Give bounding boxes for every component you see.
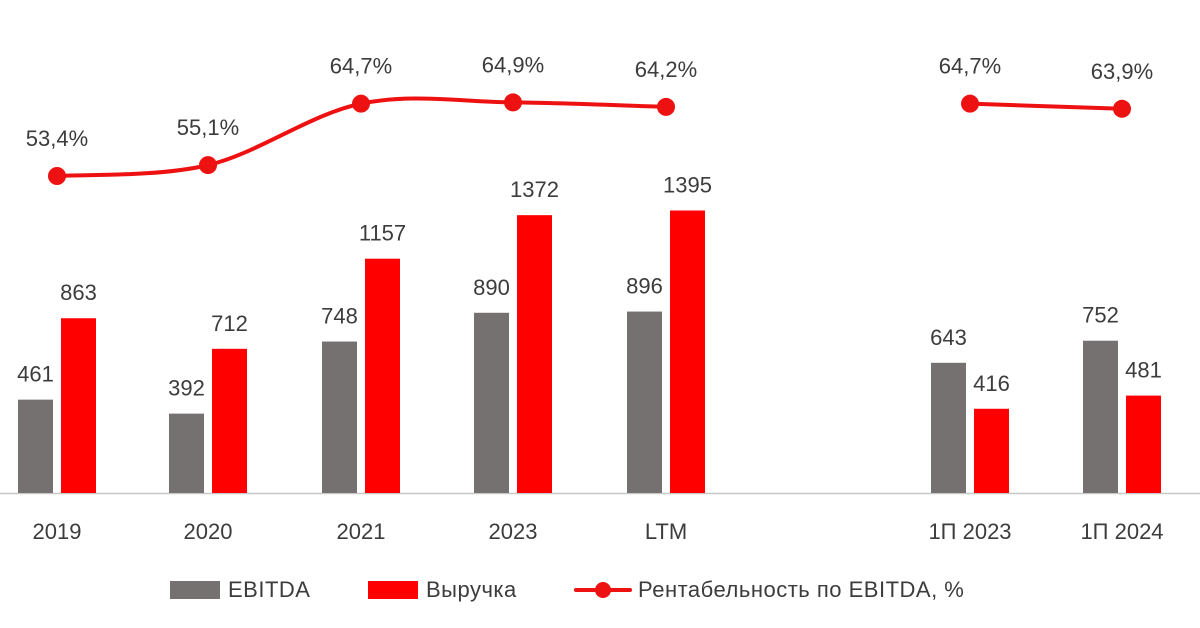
- data-label-ebitda-4: 896: [626, 274, 663, 299]
- bar-ebitda-4: [627, 311, 662, 493]
- x-tick-label-4: LTM: [645, 519, 687, 544]
- bar-ebitda-1: [169, 413, 204, 493]
- x-tick-label-2: 2021: [337, 519, 386, 544]
- data-label-ebitda-2: 748: [321, 304, 358, 329]
- data-label-margin-4: 64,2%: [635, 57, 697, 82]
- data-label-ebitda-1: 392: [168, 376, 205, 401]
- data-label-revenue-1: 712: [211, 311, 248, 336]
- x-tick-label-1: 2020: [184, 519, 233, 544]
- data-label-margin-3: 64,9%: [482, 52, 544, 77]
- margin-point-3: [504, 93, 522, 112]
- bar-revenue-4: [670, 210, 705, 493]
- data-label-revenue-5: 416: [973, 371, 1010, 396]
- legend-swatch-revenue: [368, 581, 418, 599]
- data-label-margin-0: 53,4%: [26, 126, 88, 151]
- legend-label-ebitda: EBITDA: [228, 577, 311, 602]
- bar-revenue-0: [61, 318, 96, 493]
- data-label-ebitda-3: 890: [473, 275, 510, 300]
- data-label-margin-1: 55,1%: [177, 115, 239, 140]
- margin-line-segment-1: [968, 101, 1124, 111]
- legend-item-margin: Рентабельность по EBITDA, %: [574, 574, 964, 606]
- legend-item-ebitda: EBITDA: [170, 574, 310, 606]
- x-tick-label-3: 2023: [489, 519, 538, 544]
- data-label-margin-5: 64,7%: [939, 54, 1001, 79]
- bar-revenue-6: [1126, 395, 1161, 493]
- data-label-revenue-2: 1157: [359, 221, 406, 246]
- data-label-revenue-3: 1372: [510, 177, 559, 202]
- x-tick-label-6: 1П 2024: [1080, 519, 1163, 544]
- legend-item-revenue: Выручка: [368, 574, 517, 606]
- bar-ebitda-3: [474, 312, 509, 493]
- bar-revenue-1: [212, 348, 247, 493]
- legend-swatch-ebitda: [170, 581, 220, 599]
- legend-swatch-margin: [574, 581, 632, 599]
- legend-label-margin: Рентабельность по EBITDA, %: [638, 577, 965, 602]
- data-label-margin-6: 63,9%: [1091, 59, 1153, 84]
- data-label-revenue-6: 481: [1125, 358, 1162, 383]
- x-tick-label-0: 2019: [33, 519, 82, 544]
- bar-ebitda-2: [322, 341, 357, 493]
- bar-revenue-5: [974, 408, 1009, 493]
- bar-ebitda-6: [1083, 340, 1118, 493]
- data-label-revenue-4: 1395: [663, 173, 712, 198]
- bar-revenue-3: [517, 215, 552, 494]
- bar-revenue-2: [365, 258, 400, 493]
- margin-point-0: [48, 167, 66, 185]
- legend-label-revenue: Выручка: [426, 577, 517, 602]
- data-label-ebitda-6: 752: [1082, 303, 1119, 328]
- margin-point-2: [352, 94, 370, 113]
- margin-point-4: [657, 97, 675, 116]
- margin-point-6: [1113, 99, 1131, 118]
- x-tick-label-5: 1П 2023: [928, 519, 1011, 544]
- legend: EBITDA Выручка Рентабельность по EBITDA,…: [0, 574, 1200, 606]
- margin-point-5: [961, 94, 979, 113]
- margin-point-1: [199, 156, 217, 175]
- bar-ebitda-5: [931, 362, 966, 493]
- data-label-ebitda-0: 461: [17, 362, 54, 387]
- data-label-ebitda-5: 643: [930, 325, 967, 350]
- data-label-margin-2: 64,7%: [330, 54, 392, 79]
- bar-ebitda-0: [18, 399, 53, 493]
- data-label-revenue-0: 863: [60, 280, 97, 305]
